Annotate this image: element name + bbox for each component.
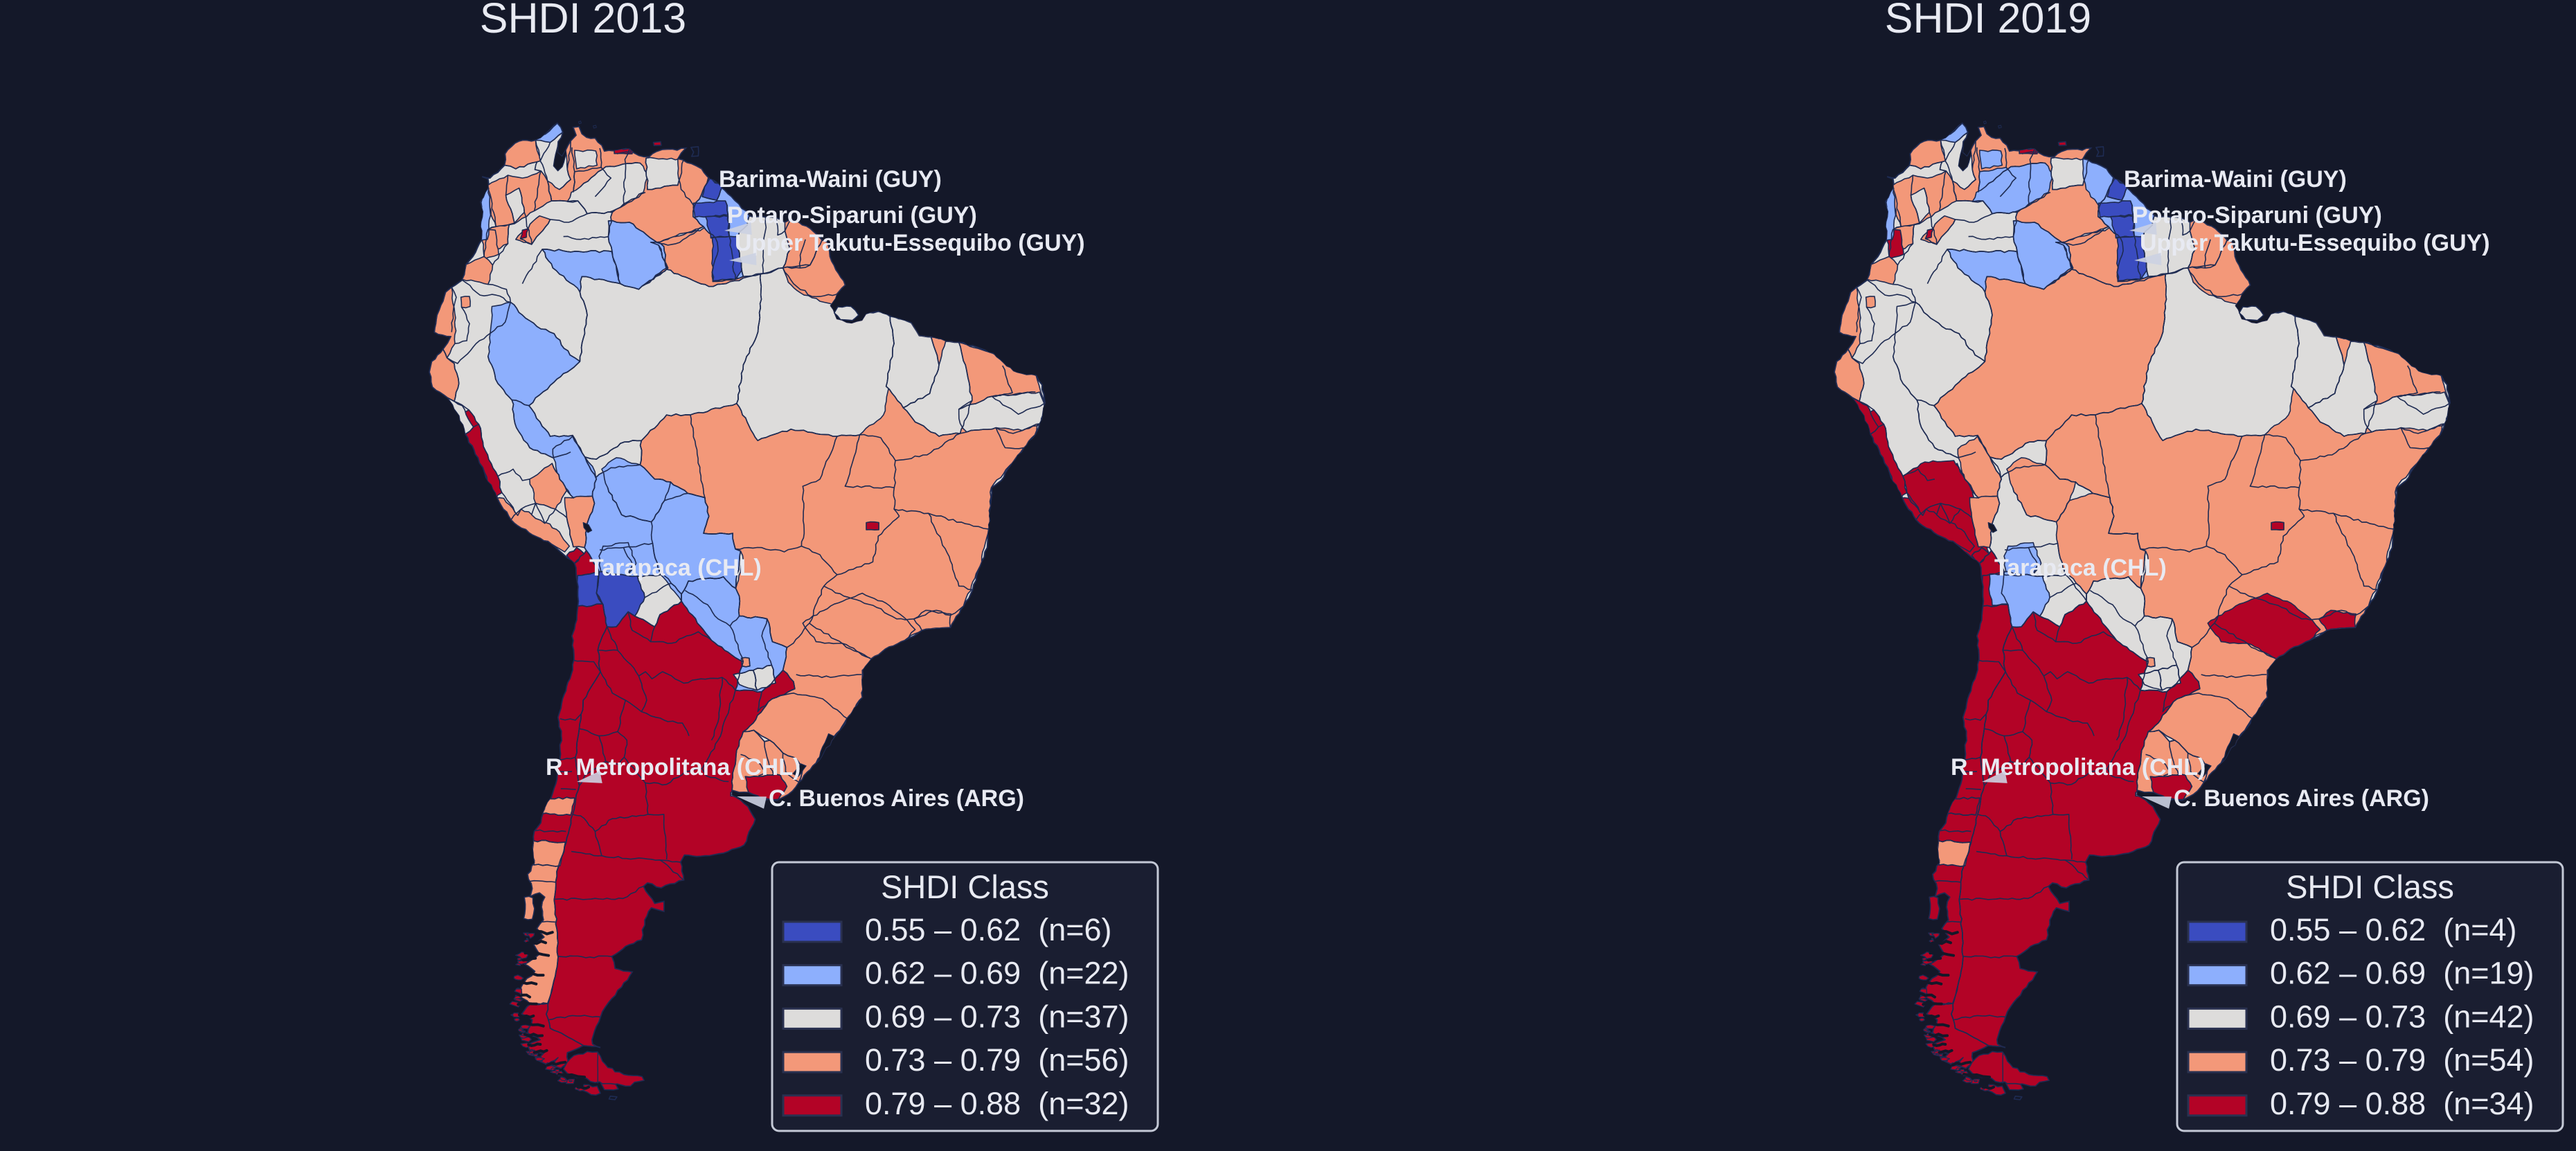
svg-text:SHDI Class: SHDI Class [2286,868,2454,905]
svg-text:0.62 – 0.69 (n=19): 0.62 – 0.69 (n=19) [2270,956,2534,991]
svg-text:Potaro-Siparuni (GUY): Potaro-Siparuni (GUY) [2132,202,2382,229]
svg-text:SHDI 2013: SHDI 2013 [480,0,686,42]
svg-text:0.62 – 0.69 (n=22): 0.62 – 0.69 (n=22) [865,956,1129,991]
svg-text:Upper Takutu-Essequibo (GUY): Upper Takutu-Essequibo (GUY) [2140,230,2490,256]
svg-text:Potaro-Siparuni (GUY): Potaro-Siparuni (GUY) [727,202,977,229]
svg-text:0.55 – 0.62 (n=4): 0.55 – 0.62 (n=4) [2270,912,2517,947]
svg-text:0.79 – 0.88 (n=34): 0.79 – 0.88 (n=34) [2270,1086,2534,1121]
svg-text:SHDI 2019: SHDI 2019 [1885,0,2091,42]
svg-text:SHDI Class: SHDI Class [881,868,1049,905]
svg-text:0.69 – 0.73 (n=37): 0.69 – 0.73 (n=37) [865,999,1129,1034]
svg-text:0.79 – 0.88 (n=32): 0.79 – 0.88 (n=32) [865,1086,1129,1121]
svg-text:Barima-Waini (GUY): Barima-Waini (GUY) [719,166,942,193]
svg-text:0.55 – 0.62 (n=6): 0.55 – 0.62 (n=6) [865,912,1112,947]
svg-text:Tarapaca (CHL): Tarapaca (CHL) [1994,555,2167,581]
svg-text:Tarapaca (CHL): Tarapaca (CHL) [589,555,762,581]
svg-text:Barima-Waini (GUY): Barima-Waini (GUY) [2124,166,2347,193]
svg-text:0.73 – 0.79 (n=54): 0.73 – 0.79 (n=54) [2270,1042,2534,1078]
svg-text:Upper Takutu-Essequibo (GUY): Upper Takutu-Essequibo (GUY) [735,230,1085,256]
svg-text:0.69 – 0.73 (n=42): 0.69 – 0.73 (n=42) [2270,999,2534,1034]
svg-text:R. Metropolitana (CHL): R. Metropolitana (CHL) [546,754,800,780]
svg-text:C. Buenos Aires (ARG): C. Buenos Aires (ARG) [2174,785,2429,812]
svg-text:0.73 – 0.79 (n=56): 0.73 – 0.79 (n=56) [865,1042,1129,1078]
svg-text:R. Metropolitana (CHL): R. Metropolitana (CHL) [1951,754,2206,780]
svg-text:C. Buenos Aires (ARG): C. Buenos Aires (ARG) [769,785,1024,812]
